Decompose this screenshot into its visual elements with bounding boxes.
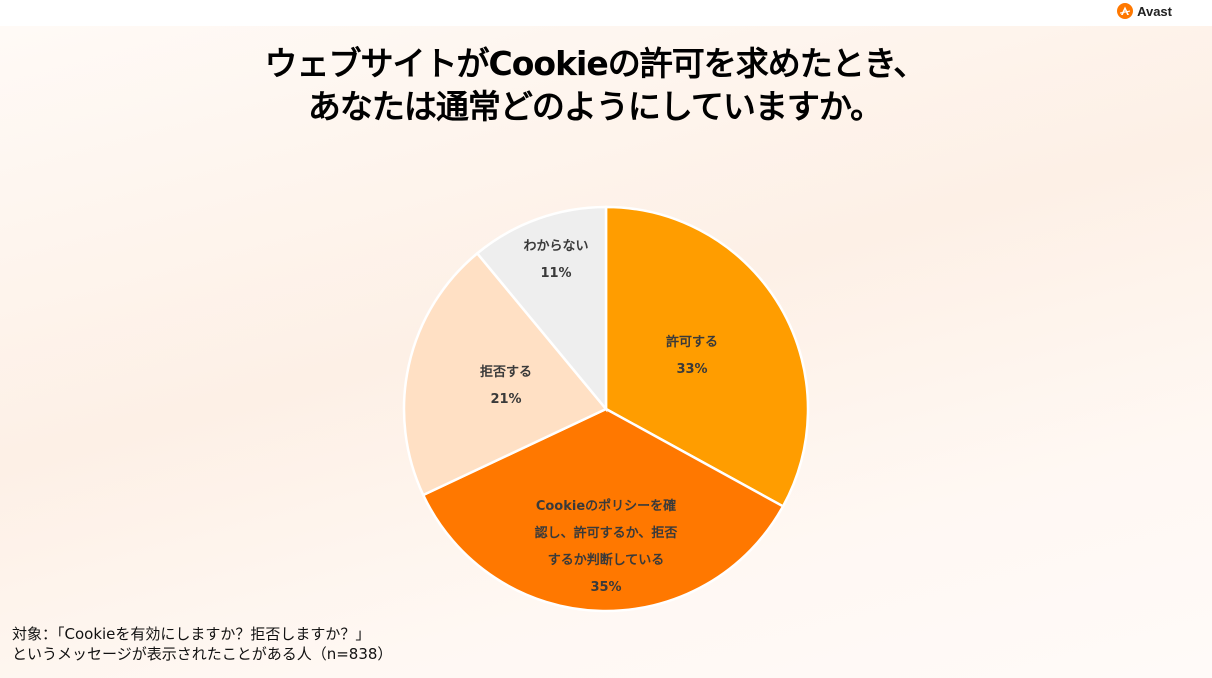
brand-name: Avast bbox=[1137, 3, 1172, 19]
pie-chart: 許可する 33% Cookieのポリシーを確 認し、許可するか、拒否 するか判断… bbox=[400, 203, 812, 615]
slice-reject bbox=[402, 251, 608, 497]
footnote: 対象：「Cookieを有効にしますか？拒否しますか？」 というメッセージが表示さ… bbox=[12, 624, 392, 664]
slice-label-allow: 許可する 33% bbox=[665, 335, 718, 377]
top-bar: Avast bbox=[0, 0, 1212, 26]
footnote-line-2: というメッセージが表示されたことがある人（n=838） bbox=[12, 645, 393, 663]
title-line-2: あなたは通常どのようにしていますか。 bbox=[307, 87, 883, 126]
slice-label-check-policy: Cookieのポリシーを確 認し、許可するか、拒否 するか判断している 35% bbox=[534, 499, 678, 595]
title-line-1: ウェブサイトがCookieの許可を求めたとき、 bbox=[264, 44, 927, 83]
brand: Avast bbox=[1117, 3, 1172, 19]
slice-check-policy bbox=[421, 407, 785, 613]
slice-label-unknown: わからない 11% bbox=[523, 239, 589, 281]
pie-svg bbox=[402, 205, 810, 613]
avast-logo-icon bbox=[1117, 3, 1134, 19]
chart-title: ウェブサイトがCookieの許可を求めたとき、 あなたは通常どのようにしています… bbox=[0, 42, 1190, 128]
footnote-line-1: 対象：「Cookieを有効にしますか？拒否しますか？」 bbox=[12, 625, 371, 643]
slice-label-reject: 拒否する 21% bbox=[479, 365, 532, 407]
slice-allow bbox=[604, 205, 810, 509]
slice-unknown bbox=[475, 205, 608, 413]
